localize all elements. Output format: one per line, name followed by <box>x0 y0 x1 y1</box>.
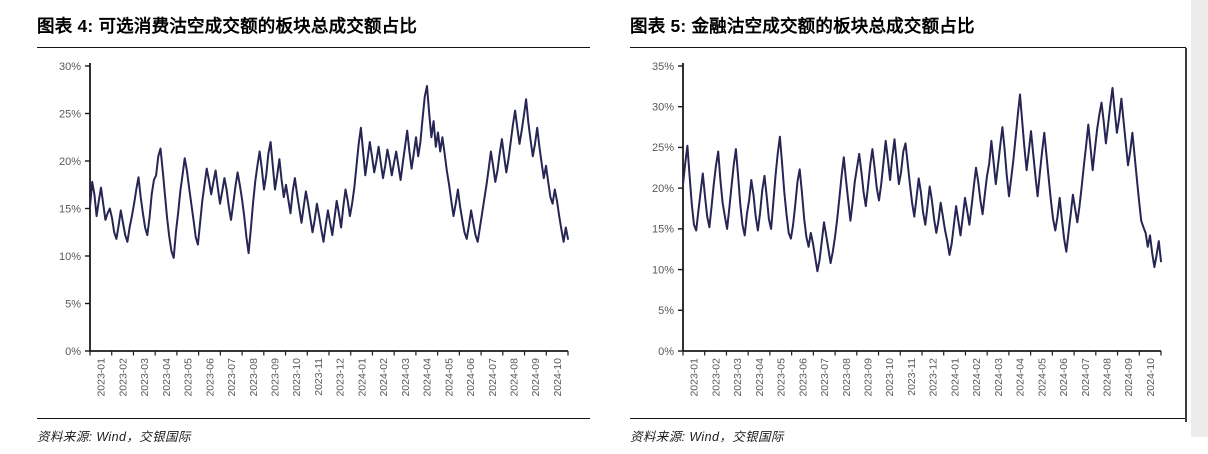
chart-title: 图表 4: 可选消费沽空成交额的板块总成交额占比 <box>37 11 590 49</box>
svg-text:2023-02: 2023-02 <box>710 358 722 397</box>
page-edge-strip <box>1191 0 1208 437</box>
svg-text:2024-10: 2024-10 <box>1145 358 1157 397</box>
svg-text:2024-01: 2024-01 <box>356 358 368 397</box>
svg-text:0%: 0% <box>65 346 81 358</box>
chart-title: 图表 5: 金融沽空成交额的板块总成交额占比 <box>630 11 1186 49</box>
svg-text:2023-12: 2023-12 <box>335 358 347 397</box>
svg-text:2024-08: 2024-08 <box>1101 358 1113 397</box>
svg-text:2023-02: 2023-02 <box>117 358 129 397</box>
line-chart-financials: 0% 5% 10% 15% 20% 25% 30% 35% 2023-01 2023-02 2023… <box>630 49 1186 417</box>
svg-text:2023-06: 2023-06 <box>204 358 216 397</box>
bottom-rule <box>630 418 1186 420</box>
svg-text:2024-06: 2024-06 <box>465 358 477 397</box>
svg-text:2023-09: 2023-09 <box>862 358 874 397</box>
svg-text:15%: 15% <box>59 203 81 215</box>
svg-text:0%: 0% <box>658 346 674 358</box>
svg-text:2023-08: 2023-08 <box>841 358 853 397</box>
svg-text:2024-05: 2024-05 <box>1036 358 1048 397</box>
svg-text:2024-10: 2024-10 <box>552 358 564 397</box>
table-cell-right-border <box>1185 48 1187 422</box>
svg-text:20%: 20% <box>59 156 81 168</box>
svg-text:2024-02: 2024-02 <box>378 358 390 397</box>
line-chart-svg: 0% 5% 10% 15% 20% 25% 30% 35% 2023-01 2023-02 2023… <box>652 61 1162 397</box>
svg-text:2024-08: 2024-08 <box>508 358 520 397</box>
svg-text:2024-06: 2024-06 <box>1058 358 1070 397</box>
svg-text:2024-04: 2024-04 <box>1015 358 1027 397</box>
svg-text:25%: 25% <box>59 108 81 120</box>
svg-text:2024-01: 2024-01 <box>949 358 961 397</box>
svg-text:2024-07: 2024-07 <box>487 358 499 397</box>
svg-text:5%: 5% <box>658 305 674 317</box>
svg-text:2023-01: 2023-01 <box>96 358 108 397</box>
svg-text:10%: 10% <box>59 251 81 263</box>
svg-text:2024-09: 2024-09 <box>530 358 542 397</box>
svg-text:2024-09: 2024-09 <box>1123 358 1135 397</box>
svg-text:2023-07: 2023-07 <box>226 358 238 397</box>
svg-text:2023-04: 2023-04 <box>161 358 173 397</box>
source-note: 资料来源: Wind，交银国际 <box>630 430 784 445</box>
line-chart-svg: 0% 5% 10% 15% 20% 25% 30% 2023-01 2023-02 2023-03… <box>59 61 569 397</box>
svg-text:2023-04: 2023-04 <box>754 358 766 397</box>
svg-text:2024-04: 2024-04 <box>422 358 434 397</box>
svg-text:2023-11: 2023-11 <box>313 358 325 396</box>
svg-text:20%: 20% <box>652 183 674 195</box>
svg-text:2023-01: 2023-01 <box>689 358 701 397</box>
svg-text:2023-03: 2023-03 <box>732 358 744 397</box>
line-chart-consumer-discretionary: 0% 5% 10% 15% 20% 25% 30% 2023-01 2023-02 2023-03… <box>37 49 590 417</box>
svg-text:2023-10: 2023-10 <box>291 358 303 397</box>
svg-text:2024-03: 2024-03 <box>400 358 412 397</box>
svg-text:2023-10: 2023-10 <box>884 358 896 397</box>
bottom-rule <box>37 418 590 420</box>
svg-text:2023-08: 2023-08 <box>248 358 260 397</box>
svg-text:2023-06: 2023-06 <box>797 358 809 397</box>
svg-text:25%: 25% <box>652 142 674 154</box>
svg-text:2024-02: 2024-02 <box>971 358 983 397</box>
svg-text:2023-07: 2023-07 <box>819 358 831 397</box>
svg-text:10%: 10% <box>652 264 674 276</box>
svg-text:2024-05: 2024-05 <box>443 358 455 397</box>
svg-text:2023-05: 2023-05 <box>183 358 195 397</box>
chart-panel-consumer-discretionary: 图表 4: 可选消费沽空成交额的板块总成交额占比 0% 5% 10% 15% 20% 25… <box>37 11 590 445</box>
svg-text:2023-03: 2023-03 <box>139 358 151 397</box>
svg-text:2023-12: 2023-12 <box>928 358 940 397</box>
svg-text:2023-09: 2023-09 <box>269 358 281 397</box>
source-note: 资料来源: Wind，交银国际 <box>37 430 191 445</box>
svg-text:30%: 30% <box>652 102 674 114</box>
svg-text:30%: 30% <box>59 61 81 73</box>
svg-text:2023-05: 2023-05 <box>776 358 788 397</box>
svg-text:35%: 35% <box>652 61 674 73</box>
svg-text:15%: 15% <box>652 224 674 236</box>
chart-panel-financials: 图表 5: 金融沽空成交额的板块总成交额占比 0% 5% 10% 15% 20% 25% 3… <box>630 11 1186 445</box>
svg-text:5%: 5% <box>65 298 81 310</box>
svg-text:2024-03: 2024-03 <box>993 358 1005 397</box>
svg-text:2023-11: 2023-11 <box>906 358 918 396</box>
svg-text:2024-07: 2024-07 <box>1080 358 1092 397</box>
